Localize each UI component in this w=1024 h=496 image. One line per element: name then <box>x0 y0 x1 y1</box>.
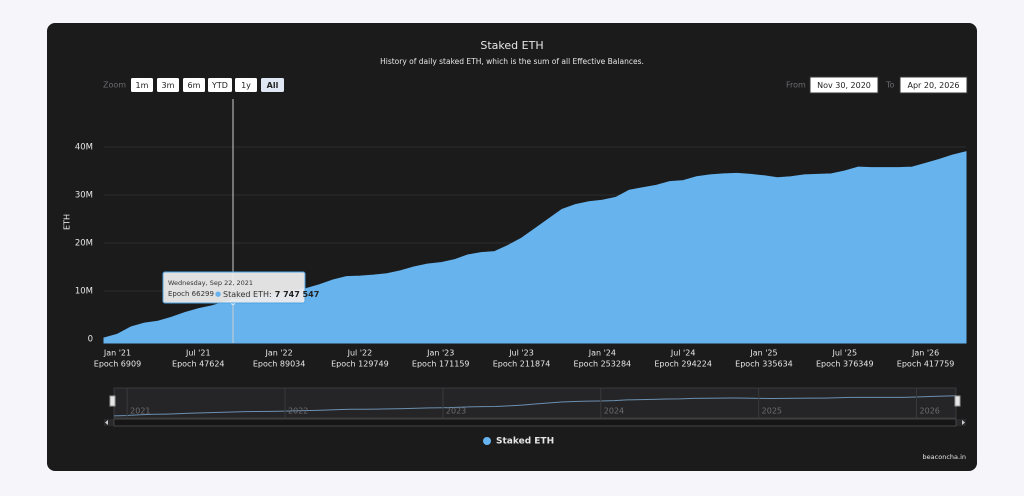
credit: beaconcha.in <box>923 453 966 461</box>
zoom-button-label[interactable]: 3m <box>162 81 175 90</box>
tooltip-line: Epoch 66299● Staked ETH: 7 747 547 <box>168 290 319 299</box>
zoom-button-label[interactable]: All <box>267 81 279 90</box>
zoom-button[interactable] <box>208 78 232 92</box>
scroll-left[interactable] <box>105 420 108 425</box>
tooltip-value: 7 747 547 <box>275 290 320 299</box>
x-epoch-label: Epoch 47624 <box>172 360 225 369</box>
to-label: To <box>885 81 895 90</box>
x-tick-label: Jul '24 <box>670 349 696 358</box>
x-epoch-label: Epoch 89034 <box>253 360 306 369</box>
x-tick-label: Jul '25 <box>831 349 857 358</box>
y-tick-label: 0 <box>88 335 93 345</box>
x-tick-label: Jan '22 <box>264 349 292 358</box>
x-epoch-label: Epoch 6909 <box>94 360 141 369</box>
navigator-line <box>113 395 957 417</box>
chart-title: Staked ETH <box>480 39 543 52</box>
navigator-year: 2023 <box>446 407 466 416</box>
scrollbar-thumb[interactable] <box>113 418 957 427</box>
x-epoch-label: Epoch 253284 <box>574 360 632 369</box>
x-tick-label: Jan '23 <box>426 349 454 358</box>
x-epoch-label: Epoch 417759 <box>897 360 955 369</box>
zoom-button-label[interactable]: 6m <box>188 81 201 90</box>
zoom-label: Zoom <box>103 81 126 90</box>
tooltip-date: Wednesday, Sep 22, 2021 <box>168 279 253 287</box>
navigator-handle[interactable] <box>109 395 116 407</box>
navigator-year: 2025 <box>762 407 782 416</box>
zoom-button-label[interactable]: 1y <box>241 81 251 90</box>
zoom-button[interactable] <box>131 78 153 92</box>
to-value[interactable]: Apr 20, 2026 <box>907 81 959 90</box>
legend-swatch <box>483 437 491 445</box>
x-epoch-label: Epoch 171159 <box>412 360 470 369</box>
navigator-year: 2024 <box>604 407 624 416</box>
y-tick-label: 30M <box>75 191 93 201</box>
x-epoch-label: Epoch 211874 <box>493 360 551 369</box>
tooltip-epoch: Epoch 66299 <box>168 290 214 298</box>
x-tick-label: Jan '21 <box>103 349 131 358</box>
x-tick-label: Jan '26 <box>911 349 939 358</box>
x-epoch-label: Epoch 335634 <box>735 360 793 369</box>
navigator-year: 2021 <box>130 407 150 416</box>
zoom-button[interactable] <box>261 78 284 92</box>
zoom-button[interactable] <box>183 78 205 92</box>
tooltip-box <box>162 271 306 304</box>
y-tick-label: 40M <box>75 143 93 153</box>
navigator-year: 2022 <box>288 407 308 416</box>
scroll-right[interactable] <box>962 420 965 425</box>
x-tick-label: Jan '25 <box>749 349 777 358</box>
x-tick-label: Jul '22 <box>347 349 373 358</box>
zoom-button-label[interactable]: YTD <box>211 81 228 90</box>
zoom-button[interactable] <box>235 78 257 92</box>
from-value[interactable]: Nov 30, 2020 <box>817 81 871 90</box>
x-epoch-label: Epoch 294224 <box>654 360 712 369</box>
navigator <box>113 387 957 419</box>
zoom-button[interactable] <box>157 78 179 92</box>
tooltip-series: Staked ETH: <box>223 290 272 299</box>
to-input[interactable] <box>899 76 968 94</box>
y-tick-label: 20M <box>75 239 93 249</box>
x-tick-label: Jul '23 <box>508 349 534 358</box>
x-epoch-label: Epoch 129749 <box>331 360 389 369</box>
x-tick-label: Jul '21 <box>185 349 211 358</box>
from-input[interactable] <box>809 76 879 94</box>
navigator-handle[interactable] <box>954 395 961 407</box>
from-label: From <box>786 81 806 90</box>
zoom-button-label[interactable]: 1m <box>136 81 149 90</box>
x-epoch-label: Epoch 376349 <box>816 360 874 369</box>
navigator-year: 2026 <box>920 407 940 416</box>
y-tick-label: 10M <box>75 287 93 297</box>
legend-label[interactable]: Staked ETH <box>496 437 554 447</box>
tooltip-bullet: ● <box>215 290 221 298</box>
x-tick-label: Jan '24 <box>588 349 616 358</box>
chart-subtitle: History of daily staked ETH, which is th… <box>380 57 644 66</box>
y-axis-label: ETH <box>63 214 72 230</box>
